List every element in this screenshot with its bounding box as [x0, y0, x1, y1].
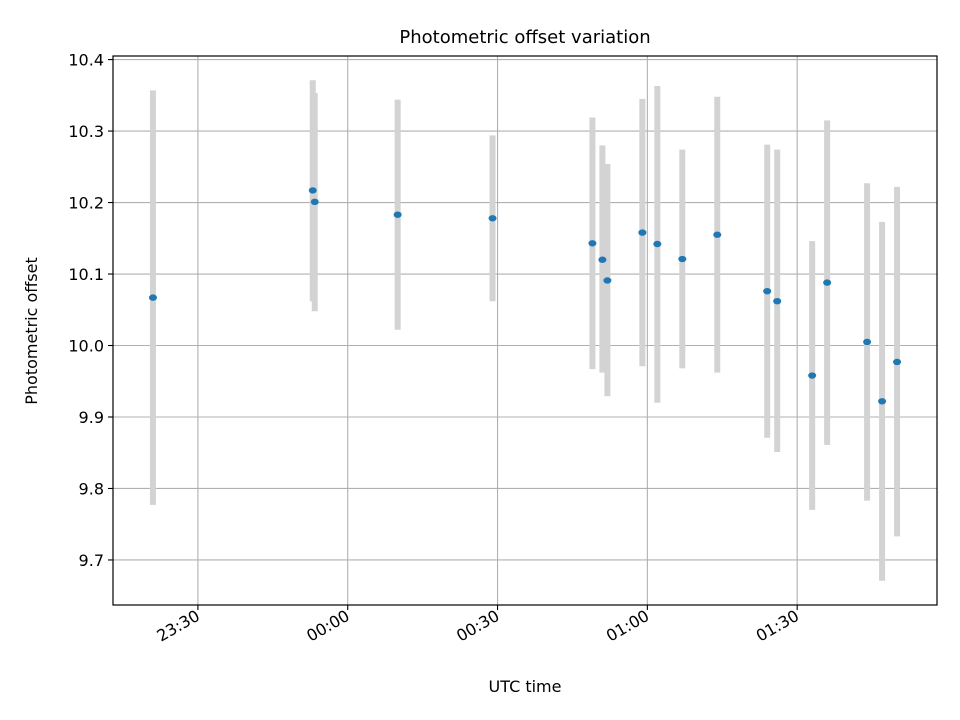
- data-point: [713, 231, 722, 238]
- data-point: [808, 372, 817, 379]
- plot-area: [113, 56, 937, 605]
- y-axis-ticks: 9.7 9.8 9.9 10.0 10.1 10.2 10.3 10.4: [68, 51, 113, 570]
- data-point: [823, 279, 832, 286]
- data-point: [488, 215, 497, 222]
- data-point: [653, 240, 662, 248]
- data-point: [393, 211, 402, 218]
- data-point: [763, 287, 772, 295]
- data-point: [863, 338, 872, 346]
- data-point: [878, 398, 887, 405]
- y-tick-label: 10.0: [68, 337, 104, 356]
- data-point: [893, 358, 902, 366]
- data-point: [773, 297, 782, 305]
- data-point: [588, 240, 597, 247]
- data-point: [308, 187, 317, 194]
- data-points: [148, 187, 902, 405]
- y-tick-label: 10.3: [68, 122, 104, 141]
- data-point: [148, 294, 157, 301]
- chart-title: Photometric offset variation: [399, 27, 650, 48]
- data-point: [638, 229, 647, 236]
- y-tick-label: 10.1: [68, 265, 104, 284]
- y-tick-label: 10.4: [68, 51, 104, 70]
- data-point: [310, 198, 319, 206]
- x-axis-title: UTC time: [489, 677, 562, 696]
- y-tick-label: 10.2: [68, 194, 104, 213]
- data-point: [598, 256, 607, 263]
- y-axis-title: Photometric offset: [22, 257, 41, 405]
- y-tick-label: 9.8: [79, 479, 104, 498]
- data-point: [678, 255, 687, 263]
- data-point: [603, 277, 612, 284]
- plot-frame: [112, 55, 938, 606]
- y-tick-label: 9.7: [79, 551, 104, 570]
- grid: [113, 56, 937, 605]
- y-tick-label: 9.9: [79, 408, 104, 427]
